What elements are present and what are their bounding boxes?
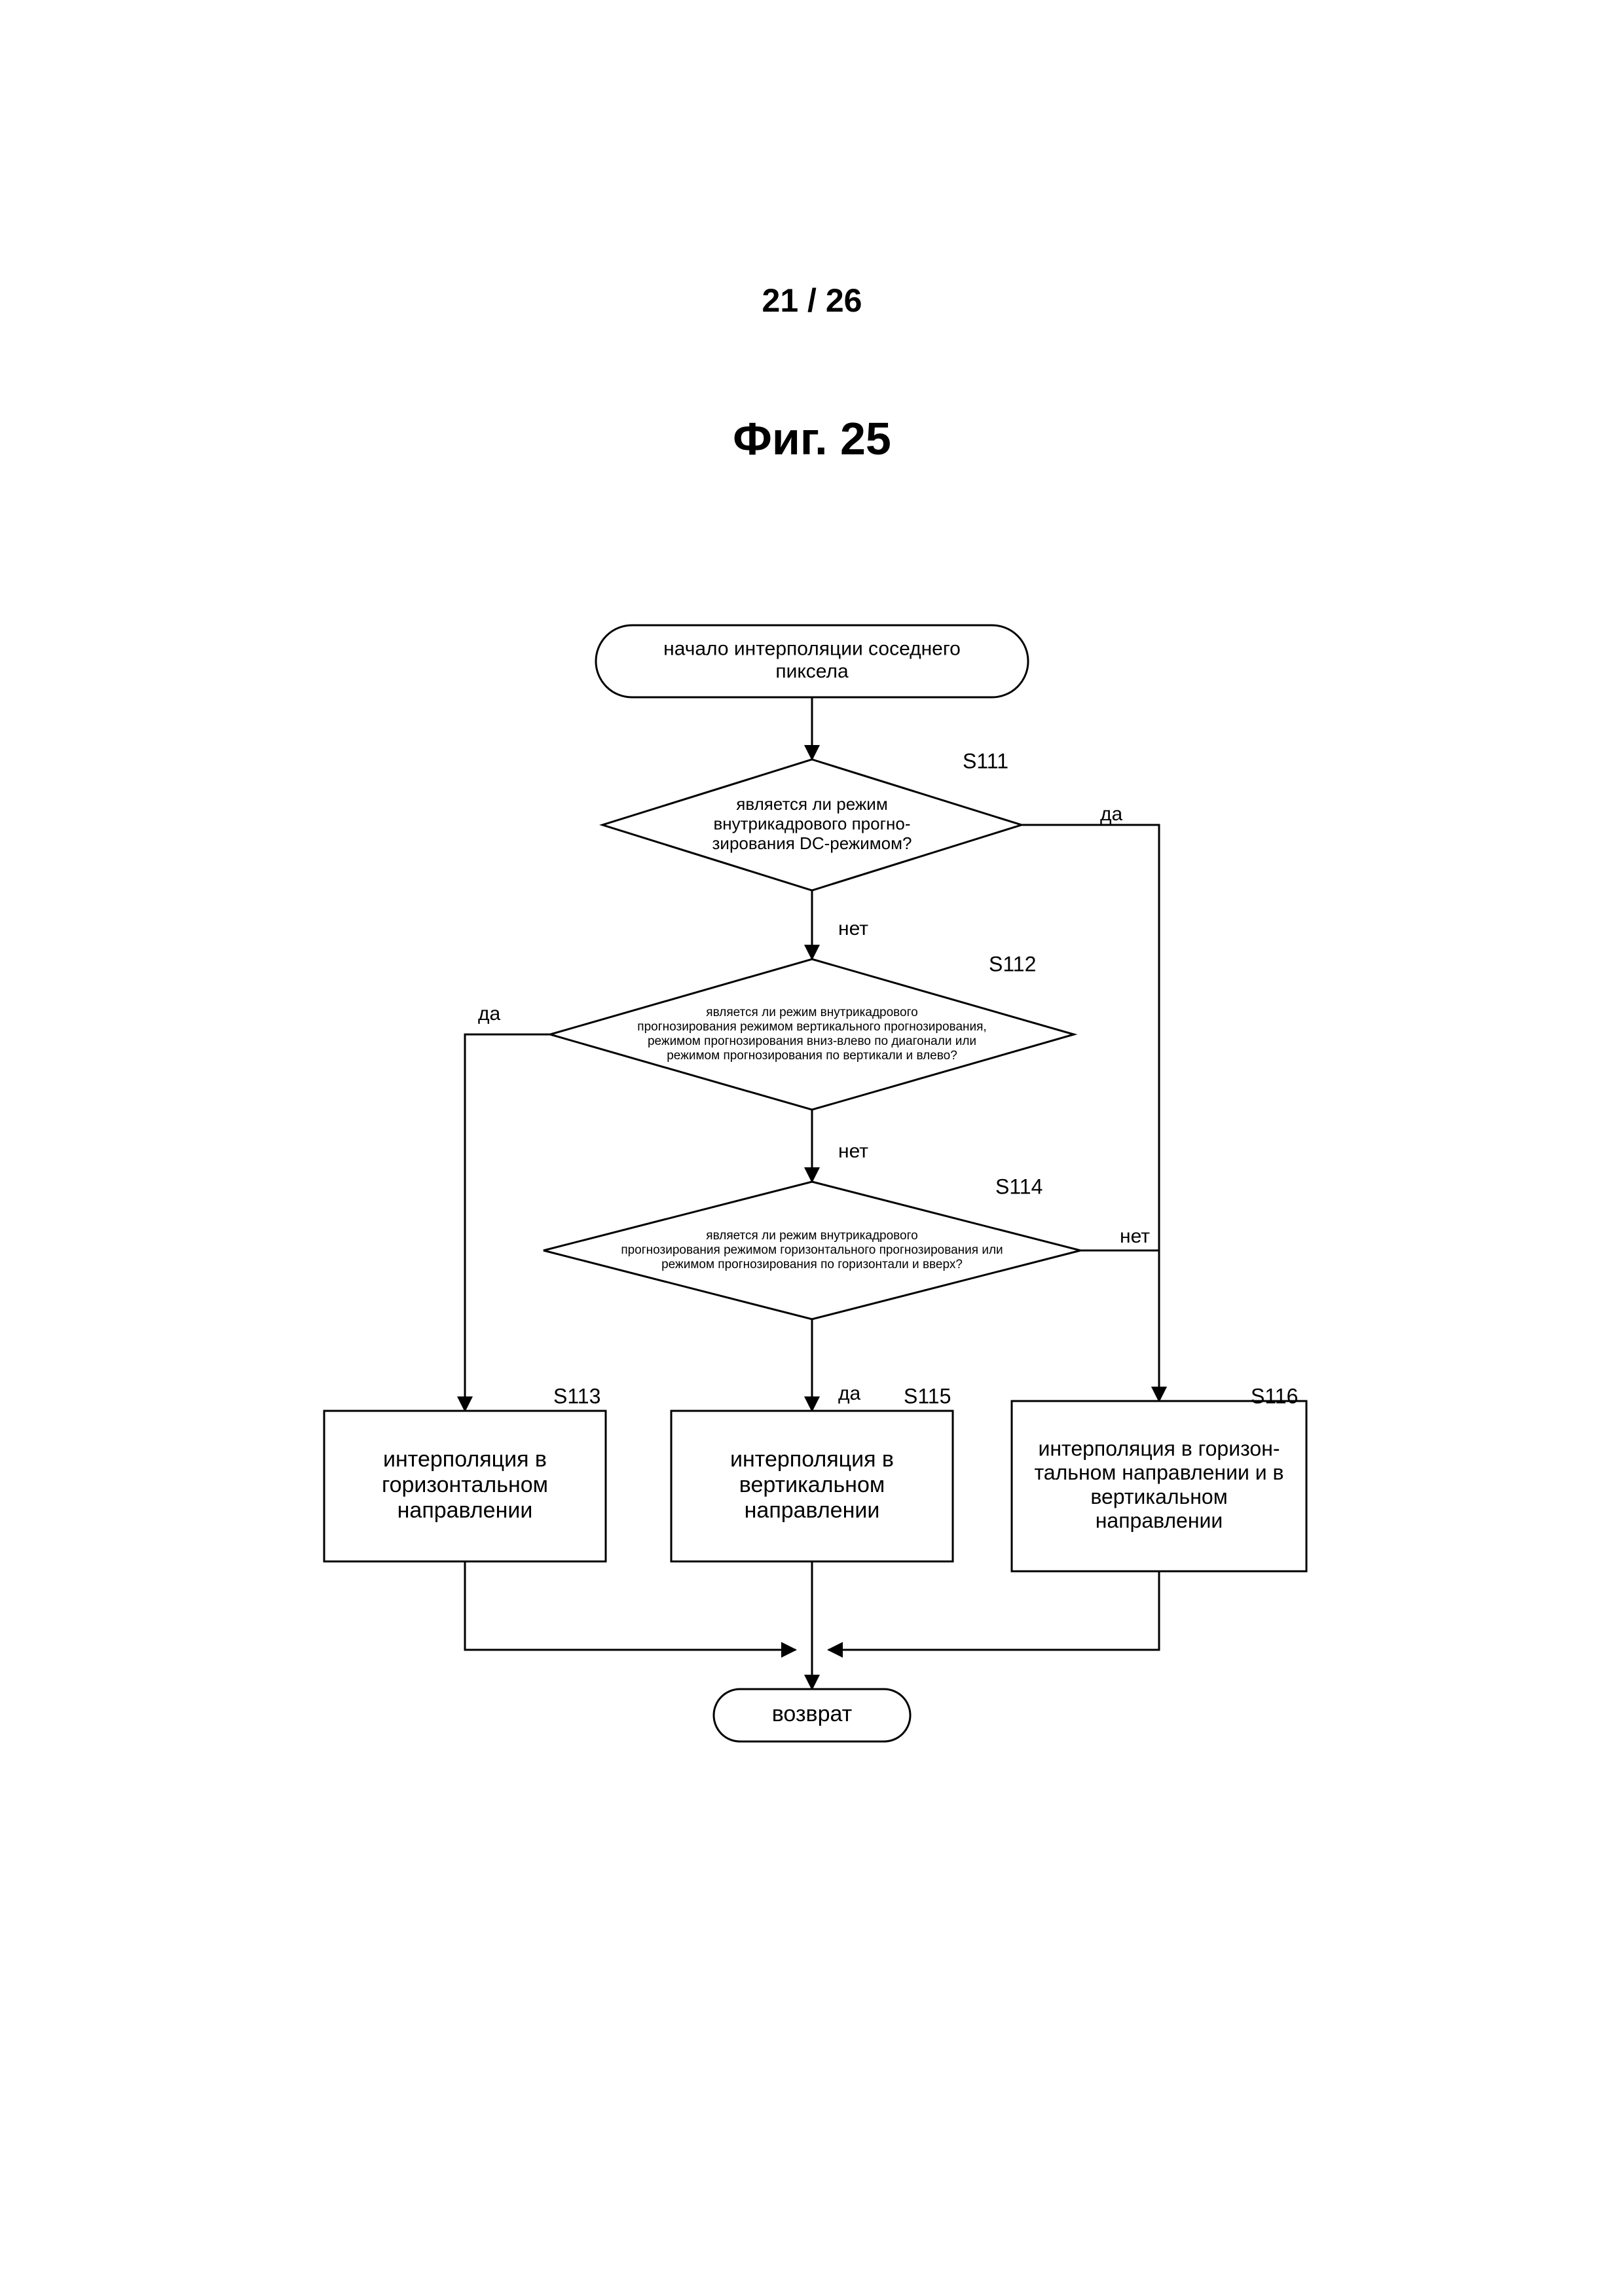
flowchart-container: нет да нет да да нет начало интерполяции сосед… [314, 622, 1310, 1781]
svg-text:нет: нет [838, 918, 868, 939]
svg-text:направлении: направлении [1096, 1509, 1223, 1533]
svg-text:возврат: возврат [772, 1702, 853, 1726]
svg-text:пиксела: пиксела [775, 661, 849, 682]
svg-text:S111: S111 [963, 749, 1008, 773]
svg-text:прогнозирования режимом вертик: прогнозирования режимом вертикального пр… [637, 1020, 986, 1034]
page-number: 21 / 26 [0, 282, 1624, 319]
svg-text:интерполяция в горизон-: интерполяция в горизон- [1038, 1436, 1280, 1460]
figure-title: Фиг. 25 [0, 412, 1624, 465]
svg-text:S114: S114 [995, 1175, 1043, 1198]
svg-text:вертикальном: вертикальном [1090, 1485, 1227, 1508]
svg-text:режимом прогнозирования по вер: режимом прогнозирования по вертикали и в… [667, 1049, 957, 1063]
svg-text:горизонтальном: горизонтальном [382, 1472, 548, 1497]
svg-text:да: да [1100, 803, 1123, 825]
svg-text:направлении: направлении [745, 1498, 880, 1523]
svg-text:вертикальном: вертикальном [739, 1472, 885, 1497]
svg-text:да: да [838, 1383, 861, 1404]
svg-text:является ли режим внутрикадров: является ли режим внутрикадрового [706, 1229, 917, 1243]
svg-text:прогнозирования режимом горизо: прогнозирования режимом горизонтального … [621, 1243, 1003, 1257]
svg-text:тальном направлении и в: тальном направлении и в [1035, 1461, 1284, 1484]
svg-text:является ли режим: является ли режим [736, 794, 887, 814]
svg-text:нет: нет [1120, 1226, 1150, 1247]
svg-text:направлении: направлении [397, 1498, 533, 1523]
svg-text:зирования DC-режимом?: зирования DC-режимом? [712, 833, 912, 853]
svg-text:интерполяция в: интерполяция в [730, 1447, 894, 1472]
svg-text:S115: S115 [904, 1384, 951, 1408]
svg-text:режимом прогнозирования вниз-в: режимом прогнозирования вниз-влево по ди… [648, 1034, 976, 1048]
svg-text:S116: S116 [1251, 1384, 1298, 1408]
svg-text:внутрикадрового прогно-: внутрикадрового прогно- [713, 814, 910, 833]
svg-text:начало интерполяции соседнего: начало интерполяции соседнего [663, 638, 961, 660]
svg-text:S112: S112 [989, 952, 1036, 975]
svg-text:является ли режим внутрикадров: является ли режим внутрикадрового [706, 1006, 917, 1019]
svg-text:интерполяция в: интерполяция в [383, 1447, 547, 1472]
svg-text:да: да [478, 1003, 501, 1025]
flowchart-svg: нет да нет да да нет начало интерполяции сосед… [314, 622, 1310, 1781]
svg-text:нет: нет [838, 1140, 868, 1162]
svg-text:S113: S113 [553, 1384, 600, 1408]
svg-text:режимом прогнозирования по гор: режимом прогнозирования по горизонтали и… [661, 1258, 963, 1271]
